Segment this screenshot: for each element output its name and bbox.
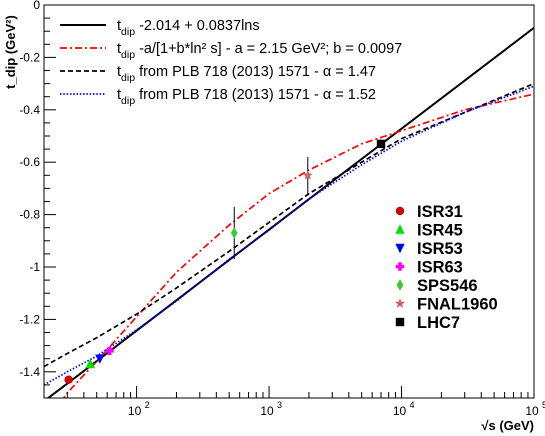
data-points-layer [64, 139, 386, 384]
point-legend-marker [395, 224, 405, 234]
point-legend-label: ISR53 [417, 240, 463, 258]
y-tick-label: -1.2 [19, 312, 40, 326]
x-tick-label: 10 [393, 404, 407, 418]
x-tick-label-exponent: 3 [277, 400, 282, 410]
point-legend-marker [395, 206, 405, 216]
y-tick-label: -1 [29, 260, 40, 274]
y-tick-label: 0 [33, 0, 40, 12]
data-point-fnal1960 [302, 170, 313, 180]
x-axis-title: √s (GeV) [481, 418, 534, 433]
data-point-lhc7 [376, 139, 386, 149]
axes-layer: 10 2 10 3 10 4 10 50-0.2-0.4-0.6-0.8-1-1.2-1.4 [19, 0, 545, 418]
series-line-3 [44, 82, 534, 368]
point-legend-marker [395, 317, 405, 327]
data-point-isr53 [95, 354, 105, 364]
point-legend-label: SPS546 [417, 277, 478, 295]
curve-legend-label: tdip -2.014 + 0.0837lns [117, 18, 260, 38]
series-line-4 [44, 85, 534, 386]
curve-legend-label: tdip from PLB 718 (2013) 1571 - α = 1.47 [117, 64, 376, 84]
point-legend-label: FNAL1960 [417, 296, 498, 314]
point-legend-label: LHC7 [417, 314, 460, 332]
y-tick-label: -0.6 [19, 155, 40, 169]
data-point-isr45 [85, 358, 95, 369]
point-legend-marker [395, 243, 405, 254]
point-legend-label: ISR31 [417, 203, 463, 221]
point-legend-label: ISR63 [417, 259, 463, 277]
y-axis-title: t_dip (GeV²) [3, 15, 18, 89]
data-point-sps546 [230, 227, 238, 239]
series-line-1 [46, 26, 534, 398]
y-tick-label: -0.4 [19, 103, 40, 117]
curve-legend: tdip -2.014 + 0.0837lns tdip -a/[1+b*ln² … [60, 18, 402, 107]
data-point-isr31 [64, 375, 73, 384]
y-tick-label: -1.4 [19, 365, 40, 379]
point-legend-marker [395, 298, 405, 308]
curve-legend-label: tdip from PLB 718 (2013) 1571 - α = 1.52 [117, 87, 376, 107]
point-legend-label: ISR45 [417, 222, 463, 240]
x-tick-label: 10 [525, 404, 539, 418]
y-tick-label: -0.2 [19, 50, 40, 64]
data-point-isr63 [105, 346, 114, 356]
x-tick-label-exponent: 2 [145, 400, 150, 410]
x-tick-label-exponent: 5 [542, 400, 545, 410]
x-tick-label-exponent: 4 [410, 400, 415, 410]
y-tick-label: -0.8 [19, 208, 40, 222]
point-legend-marker [395, 262, 405, 271]
x-tick-label: 10 [260, 404, 274, 418]
point-legend-marker [396, 279, 404, 291]
curve-legend-label: tdip -a/[1+b*ln² s] - a = 2.15 GeV²; b =… [117, 41, 402, 61]
x-tick-label: 10 [128, 404, 142, 418]
